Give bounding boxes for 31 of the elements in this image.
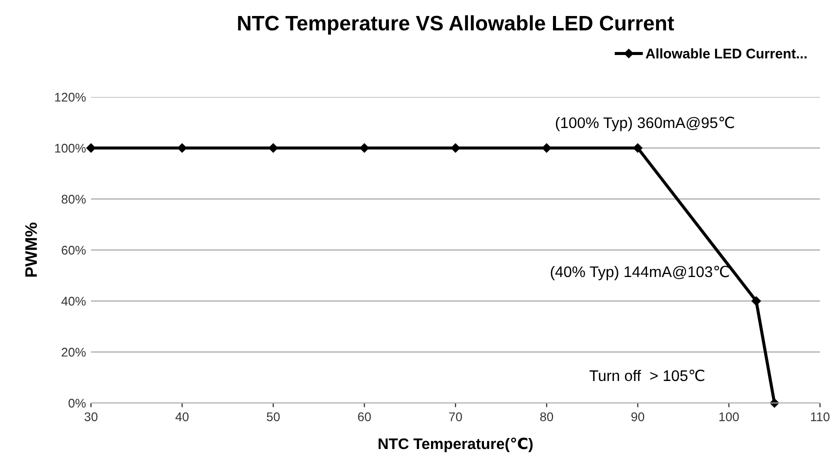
x-tick-label: 80: [540, 412, 554, 422]
point: [450, 143, 460, 153]
y-tick-label: 120%: [55, 92, 86, 102]
x-tick-label: 50: [266, 412, 280, 422]
point: [268, 143, 278, 153]
legend-label: Allowable LED Current...: [646, 48, 807, 58]
y-tick-label: 0%: [68, 398, 86, 408]
x-tick-label: 60: [358, 412, 371, 422]
point: [542, 143, 552, 153]
y-tick-label: 80%: [62, 194, 86, 204]
point: [178, 143, 187, 153]
x-tick-label: 110: [810, 412, 830, 422]
annotation: (100% Typ) 360mA@95℃: [556, 116, 734, 132]
y-tick-label: 100%: [55, 144, 86, 153]
y-tick-label: 40%: [61, 296, 86, 306]
x-tick-label: 40: [175, 412, 189, 422]
x-tick-label: 90: [631, 412, 644, 422]
y-tick-label: 20%: [62, 348, 86, 357]
point: [360, 143, 369, 153]
point: [86, 143, 96, 153]
x-tick-label: 100: [719, 412, 739, 422]
x-tick-label: 70: [449, 412, 462, 422]
annotation: (40% Typ) 144mA@103℃: [550, 266, 729, 280]
y-tick-label: 60%: [62, 246, 86, 255]
point: [633, 143, 642, 153]
x-tick-label: 30: [84, 412, 98, 422]
y-axis-title: PWM%: [25, 222, 37, 277]
chart-title: NTC Temperature VS Allowable LED Current: [238, 15, 674, 35]
x-axis-title: NTC Temperature(℃): [378, 438, 533, 452]
point: [752, 296, 761, 306]
annotation: Turn off > 105℃: [590, 370, 704, 382]
